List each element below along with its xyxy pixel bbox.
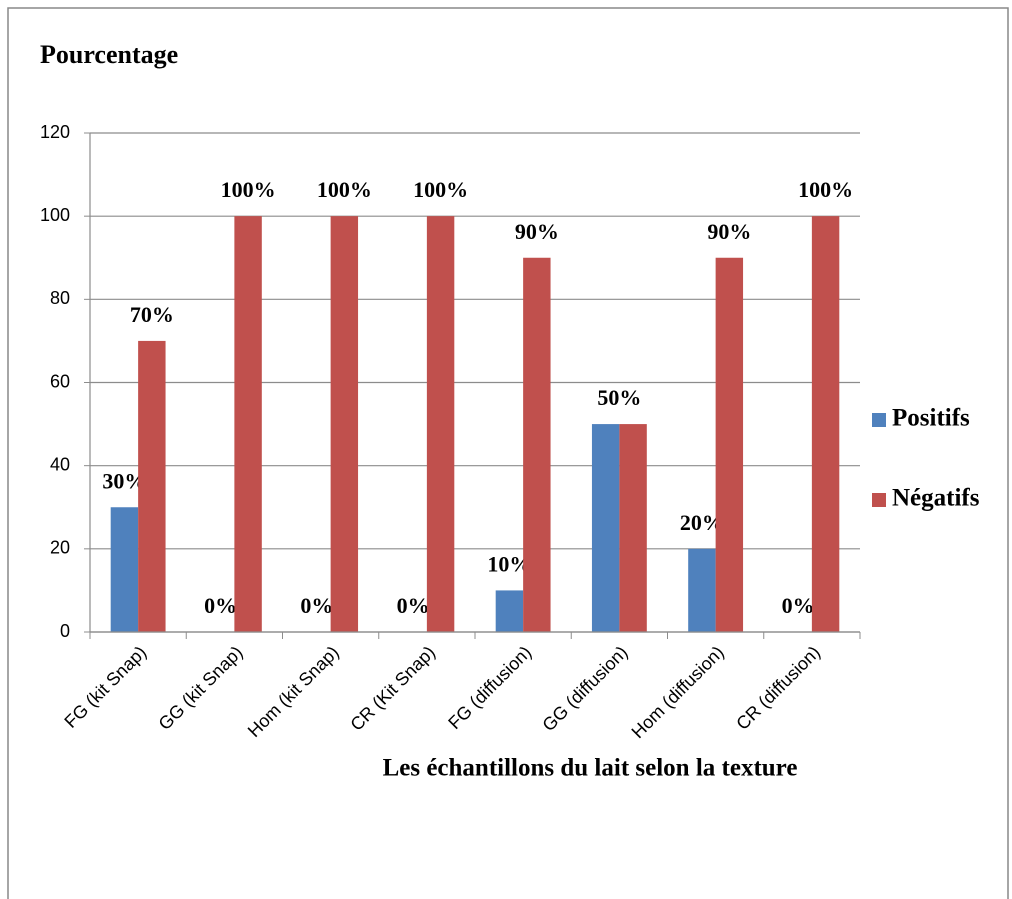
data-label: 100% [798,177,853,202]
y-tick-label: 0 [60,621,70,641]
bar [234,216,262,632]
bar [138,340,166,632]
bar [619,424,647,632]
bar [330,216,359,632]
x-tick-label: FG (kit Snap) [60,642,150,732]
x-tick-label: FG (diffusion) [444,642,535,733]
data-label: 100% [413,177,468,202]
x-tick-label: GG (kit Snap) [155,642,247,734]
y-tick-label: 80 [50,288,70,308]
legend-swatch [872,413,886,427]
data-label: 50% [597,385,641,410]
data-label: 100% [221,177,276,202]
y-tick-label: 100 [40,205,70,225]
bar [110,507,139,632]
x-tick-label: CR (Kit Snap) [346,642,439,735]
x-tick-label: Hom (diffusion) [628,642,728,742]
x-tick-label: CR (diffusion) [732,642,824,734]
y-tick-label: 20 [50,538,70,558]
bar [495,590,524,632]
y-tick-label: 60 [50,371,70,391]
data-label: 0% [300,593,333,618]
bar [811,216,840,632]
data-label: 100% [317,177,372,202]
data-label: 0% [204,593,237,618]
frame [7,7,1009,899]
legend-label: Négatifs [892,485,980,512]
data-label: 0% [782,593,815,618]
data-label: 90% [515,219,559,244]
bar [523,257,551,632]
bar [591,424,620,632]
legend-swatch [872,493,886,507]
data-label: 90% [707,219,751,244]
y-tick-label: 40 [50,454,70,474]
y-tick-label: 120 [40,122,70,142]
x-tick-label: GG (diffusion) [538,642,631,735]
chart-title: Pourcentage [40,40,178,69]
legend-label: Positifs [892,405,970,432]
data-label: 70% [130,302,174,327]
bar [715,257,744,632]
data-label: 0% [397,593,430,618]
x-axis-title: Les échantillons du lait selon la textur… [383,755,798,782]
bar [688,548,716,632]
x-tick-label: Hom (kit Snap) [244,642,343,741]
bar [426,216,455,632]
